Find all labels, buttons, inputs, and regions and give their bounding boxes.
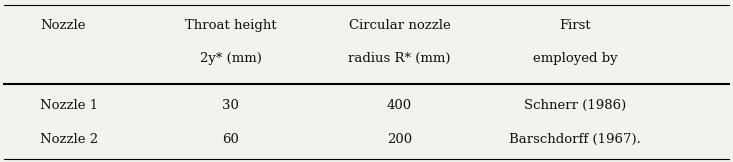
Text: Nozzle: Nozzle [40,19,86,32]
Text: Nozzle 1: Nozzle 1 [40,99,98,112]
Text: employed by: employed by [533,52,618,65]
Text: Nozzle 2: Nozzle 2 [40,133,98,146]
Text: First: First [559,19,592,32]
Text: 400: 400 [387,99,412,112]
Text: radius R* (mm): radius R* (mm) [348,52,451,65]
Text: 30: 30 [222,99,240,112]
Text: 2y* (mm): 2y* (mm) [200,52,262,65]
Text: Circular nozzle: Circular nozzle [349,19,450,32]
Text: Schnerr (1986): Schnerr (1986) [524,99,627,112]
Text: Throat height: Throat height [185,19,277,32]
Text: 60: 60 [222,133,240,146]
Text: 200: 200 [387,133,412,146]
Text: Barschdorff (1967).: Barschdorff (1967). [509,133,641,146]
